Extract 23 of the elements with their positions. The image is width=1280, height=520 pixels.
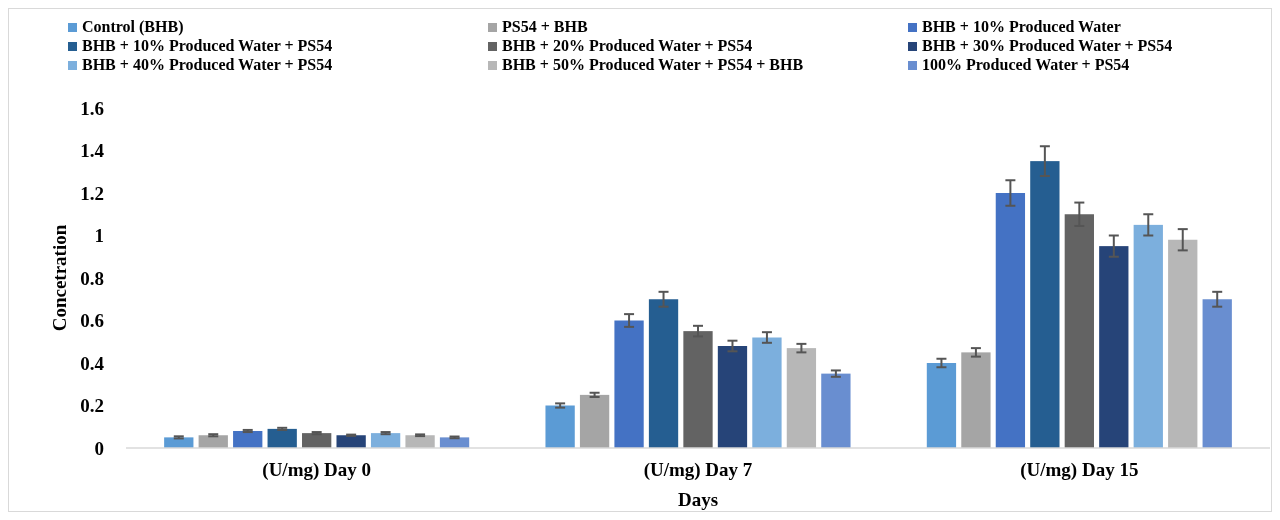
x-axis-title: Days — [677, 489, 719, 510]
x-tick-label: (U/mg) Day 0 — [262, 459, 372, 481]
y-tick-label: 0.4 — [80, 352, 105, 374]
legend-label: BHB + 10% Produced Water + PS54 — [82, 37, 333, 54]
legend-label: BHB + 10% Produced Water — [922, 18, 1121, 35]
legend-label: 100% Produced Water + PS54 — [922, 56, 1130, 73]
legend-label: Control (BHB) — [82, 18, 184, 36]
y-tick-label: 0.2 — [80, 395, 104, 417]
x-tick-label: (U/mg) Day 15 — [1020, 459, 1139, 481]
y-tick-label: 1.6 — [80, 97, 104, 119]
legend-label: BHB + 30% Produced Water + PS54 — [922, 37, 1173, 54]
legend-label: BHB + 20% Produced Water + PS54 — [502, 37, 753, 54]
legend-label: PS54 + BHB — [502, 18, 588, 35]
y-tick-label: 0 — [94, 437, 104, 459]
legend-label: BHB + 40% Produced Water + PS54 — [82, 56, 333, 73]
y-tick-label: 1 — [94, 225, 104, 247]
y-tick-label: 1.2 — [80, 182, 104, 204]
y-axis-title: Concetration — [49, 224, 70, 332]
legend-label: BHB + 50% Produced Water + PS54 + BHB — [502, 56, 804, 73]
y-tick-label: 1.4 — [80, 140, 105, 162]
y-tick-label: 0.8 — [80, 267, 104, 289]
x-tick-label: (U/mg) Day 7 — [643, 459, 753, 481]
y-tick-label: 0.6 — [80, 310, 104, 332]
